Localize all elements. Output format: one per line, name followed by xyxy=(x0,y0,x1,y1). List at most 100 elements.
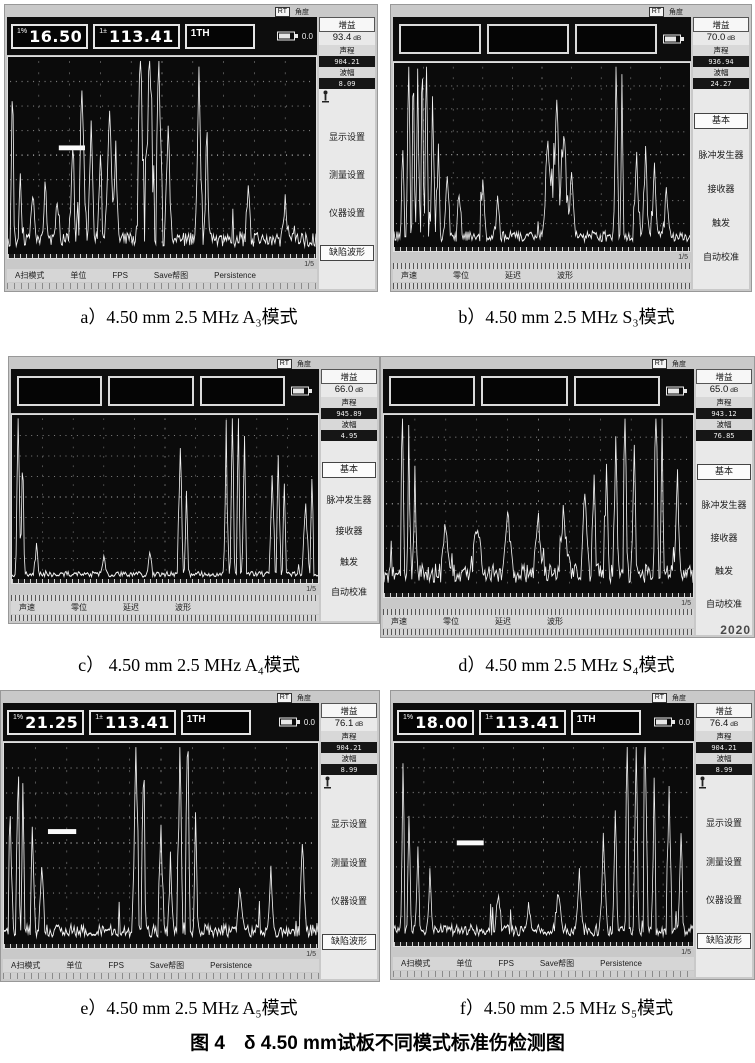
angle-label: 角度 xyxy=(297,695,311,702)
readout-label: 波幅 xyxy=(321,419,377,430)
menu-item-4: 自动校准 xyxy=(705,598,742,609)
panel-body: 1% 16.50 1± 113.41 1TH 0.0 1/5 A扫模式 单位 FPS Save帮图 P… xyxy=(7,17,375,289)
menu-item-2: 接收器 xyxy=(335,526,363,537)
softkey-bar: A扫模式 单位 FPS Save帮图 Persistence xyxy=(7,269,317,282)
ruler-strip xyxy=(383,629,694,635)
reading-prefix: 1± xyxy=(485,713,493,721)
waveform-trace xyxy=(384,418,693,590)
menu-item-0: 基本 xyxy=(322,461,376,478)
menu-list: 基本 脉冲发生器 接收器 触发 自动校准 xyxy=(693,89,749,289)
scope-scale xyxy=(394,247,690,251)
menu-list: 基本 脉冲发生器 接收器 触发 自动校准 xyxy=(321,441,377,621)
panel-left: 1/5 声速 零位 延迟 波形 xyxy=(383,369,694,635)
panel-left: 1% 18.00 1± 113.41 1TH 0.0 1/5 A扫模式 单位 FPS Save帮图 P… xyxy=(393,703,694,977)
waveform-trace xyxy=(394,66,690,245)
softkey-0: A扫模式 xyxy=(15,271,45,280)
channel-box: 1TH xyxy=(570,709,641,735)
ruler-strip xyxy=(7,283,317,289)
angle-label: 角度 xyxy=(297,361,311,368)
readout-label: 波幅 xyxy=(319,67,375,78)
ascan-scope xyxy=(3,742,319,949)
range-mode-tag: RT xyxy=(651,693,667,703)
gain-label: 增益 xyxy=(693,17,749,32)
ruler-strip xyxy=(11,595,319,601)
battery-icon xyxy=(653,717,675,727)
readout-value: 8.99 xyxy=(696,764,752,775)
menu-list: 显示设置 测量设置 仪器设置 缺陷波形 xyxy=(319,103,375,289)
range-mode-tag: RT xyxy=(651,359,667,369)
range-mode-tag: RT xyxy=(276,359,292,369)
panel-e-screenshot: RT 角度 1% 21.25 1± 113.41 1TH 0.0 1/5 A扫模式 单位 FPS Sav… xyxy=(0,690,380,982)
gain-unit: dB xyxy=(355,721,364,728)
panel-c-screenshot: RT 角度 1/5 声速 零位 延迟 波形 增益 66.0 dB 声程 945.89 波幅 4.95 基本脉… xyxy=(8,356,380,624)
menu-item-2: 仪器设置 xyxy=(705,895,742,906)
reading-box-2: 1± 113.41 xyxy=(89,709,176,735)
under-scope-row: 1/5 xyxy=(383,598,694,608)
page-indicator: 1/5 xyxy=(304,260,314,268)
softkey-0: 声速 xyxy=(391,617,407,626)
small-value: 0.0 xyxy=(303,717,315,727)
reading-value: 16.50 xyxy=(29,26,83,46)
probe-icon xyxy=(699,776,706,788)
angle-label: 角度 xyxy=(672,361,686,368)
topbar-right xyxy=(666,386,688,396)
menu-item-1: 脉冲发生器 xyxy=(701,500,747,511)
softkey-bar: A扫模式 单位 FPS Save帮图 Persistence xyxy=(3,959,319,972)
readout-label: 声程 xyxy=(321,397,377,408)
menu-sidebar: 增益 76.4 dB 声程 904.21 波幅 8.99 显示设置 测量设置 仪器设置 缺陷波形 xyxy=(696,703,752,977)
probe-icon xyxy=(324,776,331,788)
scope-scale xyxy=(384,593,693,597)
waveform-trace xyxy=(4,747,318,940)
softkey-bar: 声速 零位 延迟 波形 xyxy=(11,601,319,614)
topbar-right xyxy=(291,386,313,396)
reading-box-1: 1% 21.25 xyxy=(7,709,85,735)
menu-item-1: 测量设置 xyxy=(330,857,367,868)
angle-label: 角度 xyxy=(672,695,686,702)
softkey-1: 单位 xyxy=(66,961,83,970)
reading-value: 18.00 xyxy=(415,712,469,732)
menu-item-1: 测量设置 xyxy=(328,170,365,181)
menu-item-4: 自动校准 xyxy=(702,251,739,262)
menu-item-3: 缺陷波形 xyxy=(320,244,374,261)
instrument-topbar xyxy=(393,17,691,61)
caption-e: e）4.50 mm 2.5 MHz A₅模式 xyxy=(80,998,298,1018)
reading-box-1: 1% 16.50 xyxy=(11,23,89,49)
channel-label: 1TH xyxy=(190,27,210,39)
readout-label: 波幅 xyxy=(696,419,752,430)
topbar-right xyxy=(663,34,685,44)
softkey-3: 波形 xyxy=(175,603,191,612)
gain-label: 增益 xyxy=(319,17,375,32)
gate-box xyxy=(17,376,103,406)
reading-prefix: 1± xyxy=(99,27,107,35)
softkey-1: 单位 xyxy=(70,271,87,280)
readout-label: 波幅 xyxy=(321,753,377,764)
softkey-0: A扫模式 xyxy=(401,959,431,968)
gain-unit: dB xyxy=(730,387,739,394)
page-indicator: 1/5 xyxy=(678,253,688,261)
probe-row xyxy=(319,89,375,103)
gain-value: 76.1 dB xyxy=(334,718,364,729)
photo-edge-strip: RT 角度 xyxy=(3,693,377,703)
gate-marker xyxy=(58,145,85,151)
ruler-strip xyxy=(383,609,694,615)
panel-body: 1/5 声速 零位 延迟 波形 增益 65.0 dB 声程 943.12 波幅 76.85 基本 脉冲发生… xyxy=(383,369,752,635)
probe-row xyxy=(696,775,752,789)
range-mode-tag: RT xyxy=(274,7,290,17)
menu-item-2: 接收器 xyxy=(707,184,735,195)
range-mode-tag: RT xyxy=(276,693,292,703)
readout-value: 76.85 xyxy=(696,430,752,441)
panel-body: 1% 18.00 1± 113.41 1TH 0.0 1/5 A扫模式 单位 FPS Save帮图 P… xyxy=(393,703,752,977)
under-scope-row: 1/5 xyxy=(3,949,319,959)
channel-label: 1TH xyxy=(576,713,596,725)
panel-a-screenshot: RT 角度 1% 16.50 1± 113.41 1TH 0.0 1/5 A扫模式 单位 FPS Sav… xyxy=(4,4,378,292)
range-mode-tag: RT xyxy=(648,7,664,17)
gate-box xyxy=(575,24,657,54)
panel-body: 1% 21.25 1± 113.41 1TH 0.0 1/5 A扫模式 单位 FPS Save帮图 P… xyxy=(3,703,377,979)
page-indicator: 1/5 xyxy=(681,599,691,607)
gain-label: 增益 xyxy=(321,703,377,718)
photo-edge-strip: RT 角度 xyxy=(393,7,749,17)
softkey-2: FPS xyxy=(112,271,128,280)
gain-value: 93.4 dB xyxy=(332,32,362,43)
gain-value: 76.4 dB xyxy=(709,718,739,729)
panel-body: 1/5 声速 零位 延迟 波形 增益 66.0 dB 声程 945.89 波幅 4.95 基本 脉冲发生器… xyxy=(11,369,377,621)
